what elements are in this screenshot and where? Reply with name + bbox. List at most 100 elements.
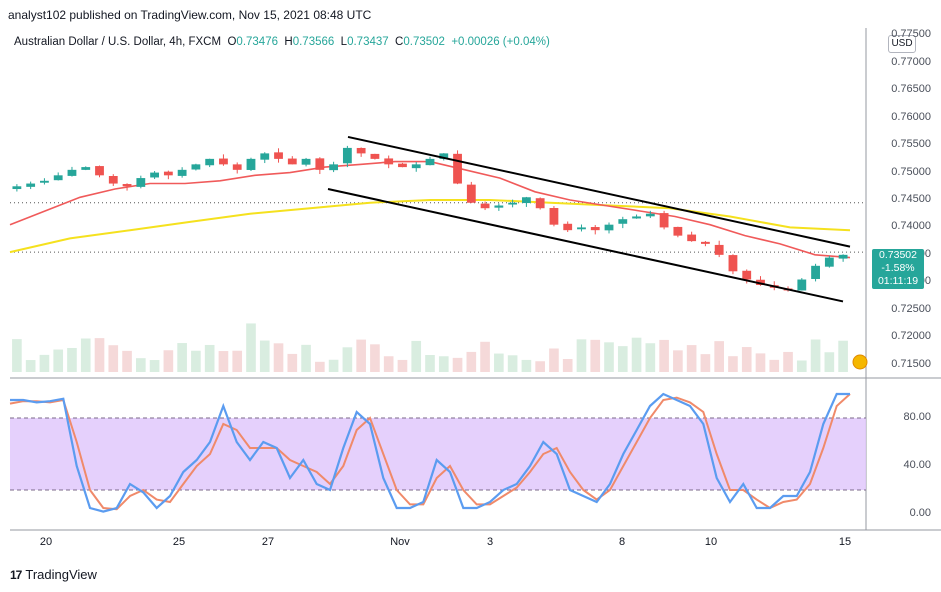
time-tick: 3 <box>486 536 494 548</box>
symbol-name[interactable]: Australian Dollar / U.S. Dollar, 4h, FXC… <box>14 36 222 48</box>
candle-body <box>838 254 848 259</box>
candle-body <box>618 219 628 224</box>
oscillator-tick: 80.00 <box>903 411 931 423</box>
moving-average-slow <box>9 199 851 254</box>
volume-bar <box>411 340 422 372</box>
candle-body <box>67 169 77 176</box>
change-value: +0.00026 (+0.04%) <box>451 36 550 48</box>
candle-body <box>384 158 394 165</box>
volume-bar <box>136 358 146 372</box>
candle-body <box>590 227 600 231</box>
candle-body <box>205 158 215 166</box>
volume-bar <box>246 323 256 372</box>
stochastic-oscillator <box>9 392 866 513</box>
candle-body <box>811 265 820 279</box>
candle-body <box>632 216 641 219</box>
candle-body <box>453 153 462 184</box>
volume-bar <box>659 339 669 372</box>
price-tick: 0.77000 <box>891 55 931 68</box>
reference-lines <box>10 202 866 253</box>
volume-bar <box>562 358 573 372</box>
volume-bar <box>397 359 408 372</box>
open-value: 0.73476 <box>236 36 278 48</box>
candle-body <box>673 226 683 236</box>
volume-bar <box>149 360 160 372</box>
indicator-settings-icon[interactable] <box>852 354 868 370</box>
candle-body <box>301 158 311 165</box>
price-tick: 0.74500 <box>891 193 931 205</box>
price-tick: 0.75500 <box>891 138 931 151</box>
channel-lower-line <box>327 188 844 303</box>
volume-bar <box>370 344 380 372</box>
candle-body <box>26 183 36 187</box>
candle-body <box>742 270 752 280</box>
candle-body <box>604 224 614 231</box>
price-tick: 0.74000 <box>891 220 931 233</box>
volume-bar <box>507 355 518 372</box>
volume-bar <box>177 343 187 372</box>
last-price-label: 0.73502 -1.58% 01:11:19 <box>872 249 924 289</box>
time-tick: 20 <box>39 536 53 548</box>
volume-bar <box>425 355 435 372</box>
currency-button[interactable]: USD <box>888 35 916 53</box>
volume-bar <box>232 350 243 372</box>
candle-body <box>701 241 710 244</box>
time-tick: Nov <box>390 536 410 548</box>
candle-body <box>232 164 242 170</box>
volume-bar <box>700 354 711 372</box>
stochastic-d-line <box>9 393 851 511</box>
candle-body <box>535 198 545 209</box>
candle-body <box>219 158 228 165</box>
volume-bar <box>824 352 835 372</box>
volume-bar <box>452 357 463 372</box>
candle-body <box>108 176 118 184</box>
volume-bar <box>12 339 22 372</box>
price-tick: 0.72000 <box>891 330 931 343</box>
candle-body <box>728 255 738 272</box>
candle-body <box>150 172 159 178</box>
candle-body <box>521 197 531 204</box>
oscillator-tick: 0.00 <box>909 507 931 519</box>
candle-body <box>163 171 173 176</box>
candle-body <box>549 208 559 225</box>
last-change-pct: -1.58% <box>881 262 915 274</box>
volume-bar <box>838 340 848 372</box>
volume-bar <box>810 339 821 372</box>
candle-body <box>687 234 697 242</box>
volume-bar <box>741 347 752 372</box>
candle-body <box>577 227 586 230</box>
candle-body <box>274 152 283 159</box>
oscillator-tick: 40.00 <box>903 459 931 471</box>
candle-body <box>53 175 63 181</box>
price-tick: 0.75000 <box>891 165 931 178</box>
volume-bar <box>342 347 353 372</box>
candle-body <box>370 153 380 159</box>
volume-bar <box>549 348 559 372</box>
volume-bar <box>383 356 394 372</box>
candle-body <box>425 158 435 166</box>
candle-body <box>81 167 91 170</box>
volume-bar <box>39 354 50 372</box>
price-tick: 0.77500 <box>891 28 931 41</box>
candle-body <box>714 244 724 255</box>
candle-body <box>466 184 476 203</box>
candle-body <box>494 205 504 208</box>
volume-bar <box>728 356 738 372</box>
candle-body <box>439 153 449 159</box>
publish-info: analyst102 published on TradingView.com,… <box>8 8 372 22</box>
volume-bar <box>535 361 545 372</box>
volume-bar <box>191 350 201 372</box>
candle-body <box>659 213 669 228</box>
volume-bar <box>673 350 683 372</box>
volume-bar <box>53 349 64 372</box>
trend-channel <box>327 135 851 303</box>
volume-bar <box>273 343 284 372</box>
volume-bar <box>590 339 601 372</box>
volume-bar <box>259 340 270 372</box>
tradingview-logo[interactable]: 17 TradingView <box>10 567 97 582</box>
tv-logo-icon: 17 <box>10 567 22 582</box>
volume-bar <box>356 339 366 372</box>
volume-bars <box>12 323 848 372</box>
candle-body <box>191 164 201 170</box>
